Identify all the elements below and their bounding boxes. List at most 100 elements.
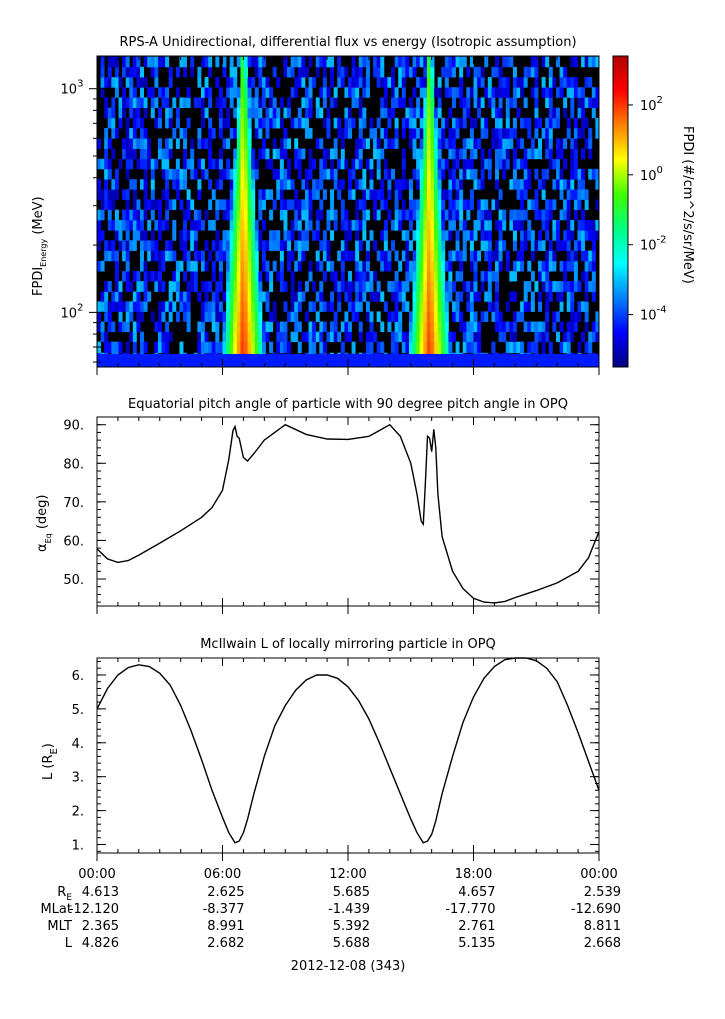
heatmap-cell	[573, 311, 578, 322]
heatmap-cell	[186, 354, 191, 367]
heatmap-cell	[222, 331, 227, 343]
heatmap-cell	[251, 331, 256, 343]
heatmap-cell	[290, 219, 295, 231]
heatmap-cell	[358, 281, 363, 292]
heatmap-cell	[419, 321, 424, 333]
heatmap-cell	[254, 354, 259, 367]
heatmap-cell	[265, 354, 270, 367]
heatmap-cell	[534, 148, 539, 160]
heatmap-cell	[197, 341, 202, 354]
heatmap-cell	[430, 271, 435, 282]
heatmap-cell	[538, 260, 543, 272]
heatmap-cell	[308, 199, 313, 211]
heatmap-cell	[122, 87, 127, 98]
heatmap-cell	[244, 199, 248, 211]
heatmap-cell	[430, 311, 435, 322]
heatmap-cell	[179, 179, 184, 190]
heatmap-cell	[258, 281, 263, 292]
heatmap-cell	[297, 117, 302, 129]
heatmap-cell	[401, 56, 406, 68]
heatmap-cell	[584, 77, 589, 88]
heatmap-cell	[455, 354, 460, 367]
heatmap-cell	[545, 209, 550, 221]
heatmap-cell	[229, 230, 234, 241]
heatmap-cell	[312, 281, 317, 292]
heatmap-cell	[312, 77, 317, 88]
heatmap-cell	[391, 240, 396, 251]
pitch-angle-frame	[96, 416, 600, 607]
heatmap-cell	[523, 240, 528, 251]
heatmap-cell	[570, 158, 575, 170]
heatmap-cell	[226, 301, 231, 312]
heatmap-cell	[451, 87, 456, 98]
heatmap-cell	[434, 331, 439, 343]
heatmap-cell	[229, 219, 234, 231]
heatmap-cell	[157, 301, 162, 312]
heatmap-cell	[315, 230, 320, 241]
heatmap-cell	[165, 189, 170, 200]
heatmap-cell	[218, 250, 223, 262]
heatmap-cell	[451, 331, 456, 343]
heatmap-cell	[387, 117, 392, 129]
heatmap-cell	[97, 158, 101, 170]
heatmap-cell	[265, 158, 270, 170]
heatmap-cell	[122, 240, 127, 251]
heatmap-cell	[204, 138, 209, 149]
heatmap-cell	[534, 168, 539, 180]
heatmap-cell	[197, 128, 202, 139]
heatmap-cell	[143, 209, 148, 221]
heatmap-cell	[376, 281, 381, 292]
heatmap-cell	[459, 148, 464, 160]
heatmap-cell	[545, 321, 550, 333]
heatmap-cell	[269, 281, 274, 292]
heatmap-cell	[491, 199, 496, 211]
heatmap-cell	[401, 117, 406, 129]
heatmap-cell	[441, 219, 446, 231]
heatmap-cell	[401, 230, 406, 241]
heatmap-cell	[577, 87, 582, 98]
heatmap-cell	[215, 321, 220, 333]
heatmap-cell	[208, 199, 213, 211]
heatmap-cell	[211, 260, 216, 272]
heatmap-cell	[340, 271, 345, 282]
heatmap-cell	[584, 311, 589, 322]
heatmap-cell	[258, 209, 263, 221]
heatmap-cell	[279, 179, 284, 190]
heatmap-cell	[157, 230, 162, 241]
heatmap-cell	[104, 179, 109, 190]
heatmap-cell	[204, 107, 209, 119]
heatmap-cell	[430, 354, 435, 367]
heatmap-cell	[491, 250, 496, 262]
heatmap-cell	[251, 281, 256, 292]
heatmap-cell	[308, 168, 313, 180]
heatmap-cell	[581, 87, 586, 98]
heatmap-cell	[423, 107, 428, 119]
heatmap-cell	[391, 138, 396, 149]
heatmap-cell	[143, 341, 148, 354]
heatmap-cell	[573, 148, 578, 160]
heatmap-cell	[337, 354, 342, 367]
heatmap-cell	[265, 148, 270, 160]
heatmap-cell	[240, 158, 245, 170]
heatmap-cell	[444, 301, 449, 312]
heatmap-cell	[534, 87, 539, 98]
heatmap-cell	[383, 219, 388, 231]
heatmap-cell	[358, 301, 363, 312]
heatmap-cell	[570, 148, 575, 160]
heatmap-cell	[405, 117, 410, 129]
heatmap-cell	[380, 189, 385, 200]
heatmap-cell	[398, 291, 403, 302]
heatmap-cell	[258, 311, 263, 322]
heatmap-cell	[441, 311, 446, 322]
heatmap-cell	[545, 250, 550, 262]
heatmap-cell	[505, 77, 510, 88]
heatmap-cell	[240, 260, 245, 272]
heatmap-cell	[304, 168, 309, 180]
heatmap-cell	[265, 189, 270, 200]
heatmap-cell	[244, 168, 248, 180]
heatmap-cell	[287, 311, 292, 322]
heatmap-cell	[326, 219, 331, 231]
heatmap-cell	[538, 271, 543, 282]
heatmap-cell	[236, 87, 241, 98]
heatmap-cell	[362, 209, 367, 221]
